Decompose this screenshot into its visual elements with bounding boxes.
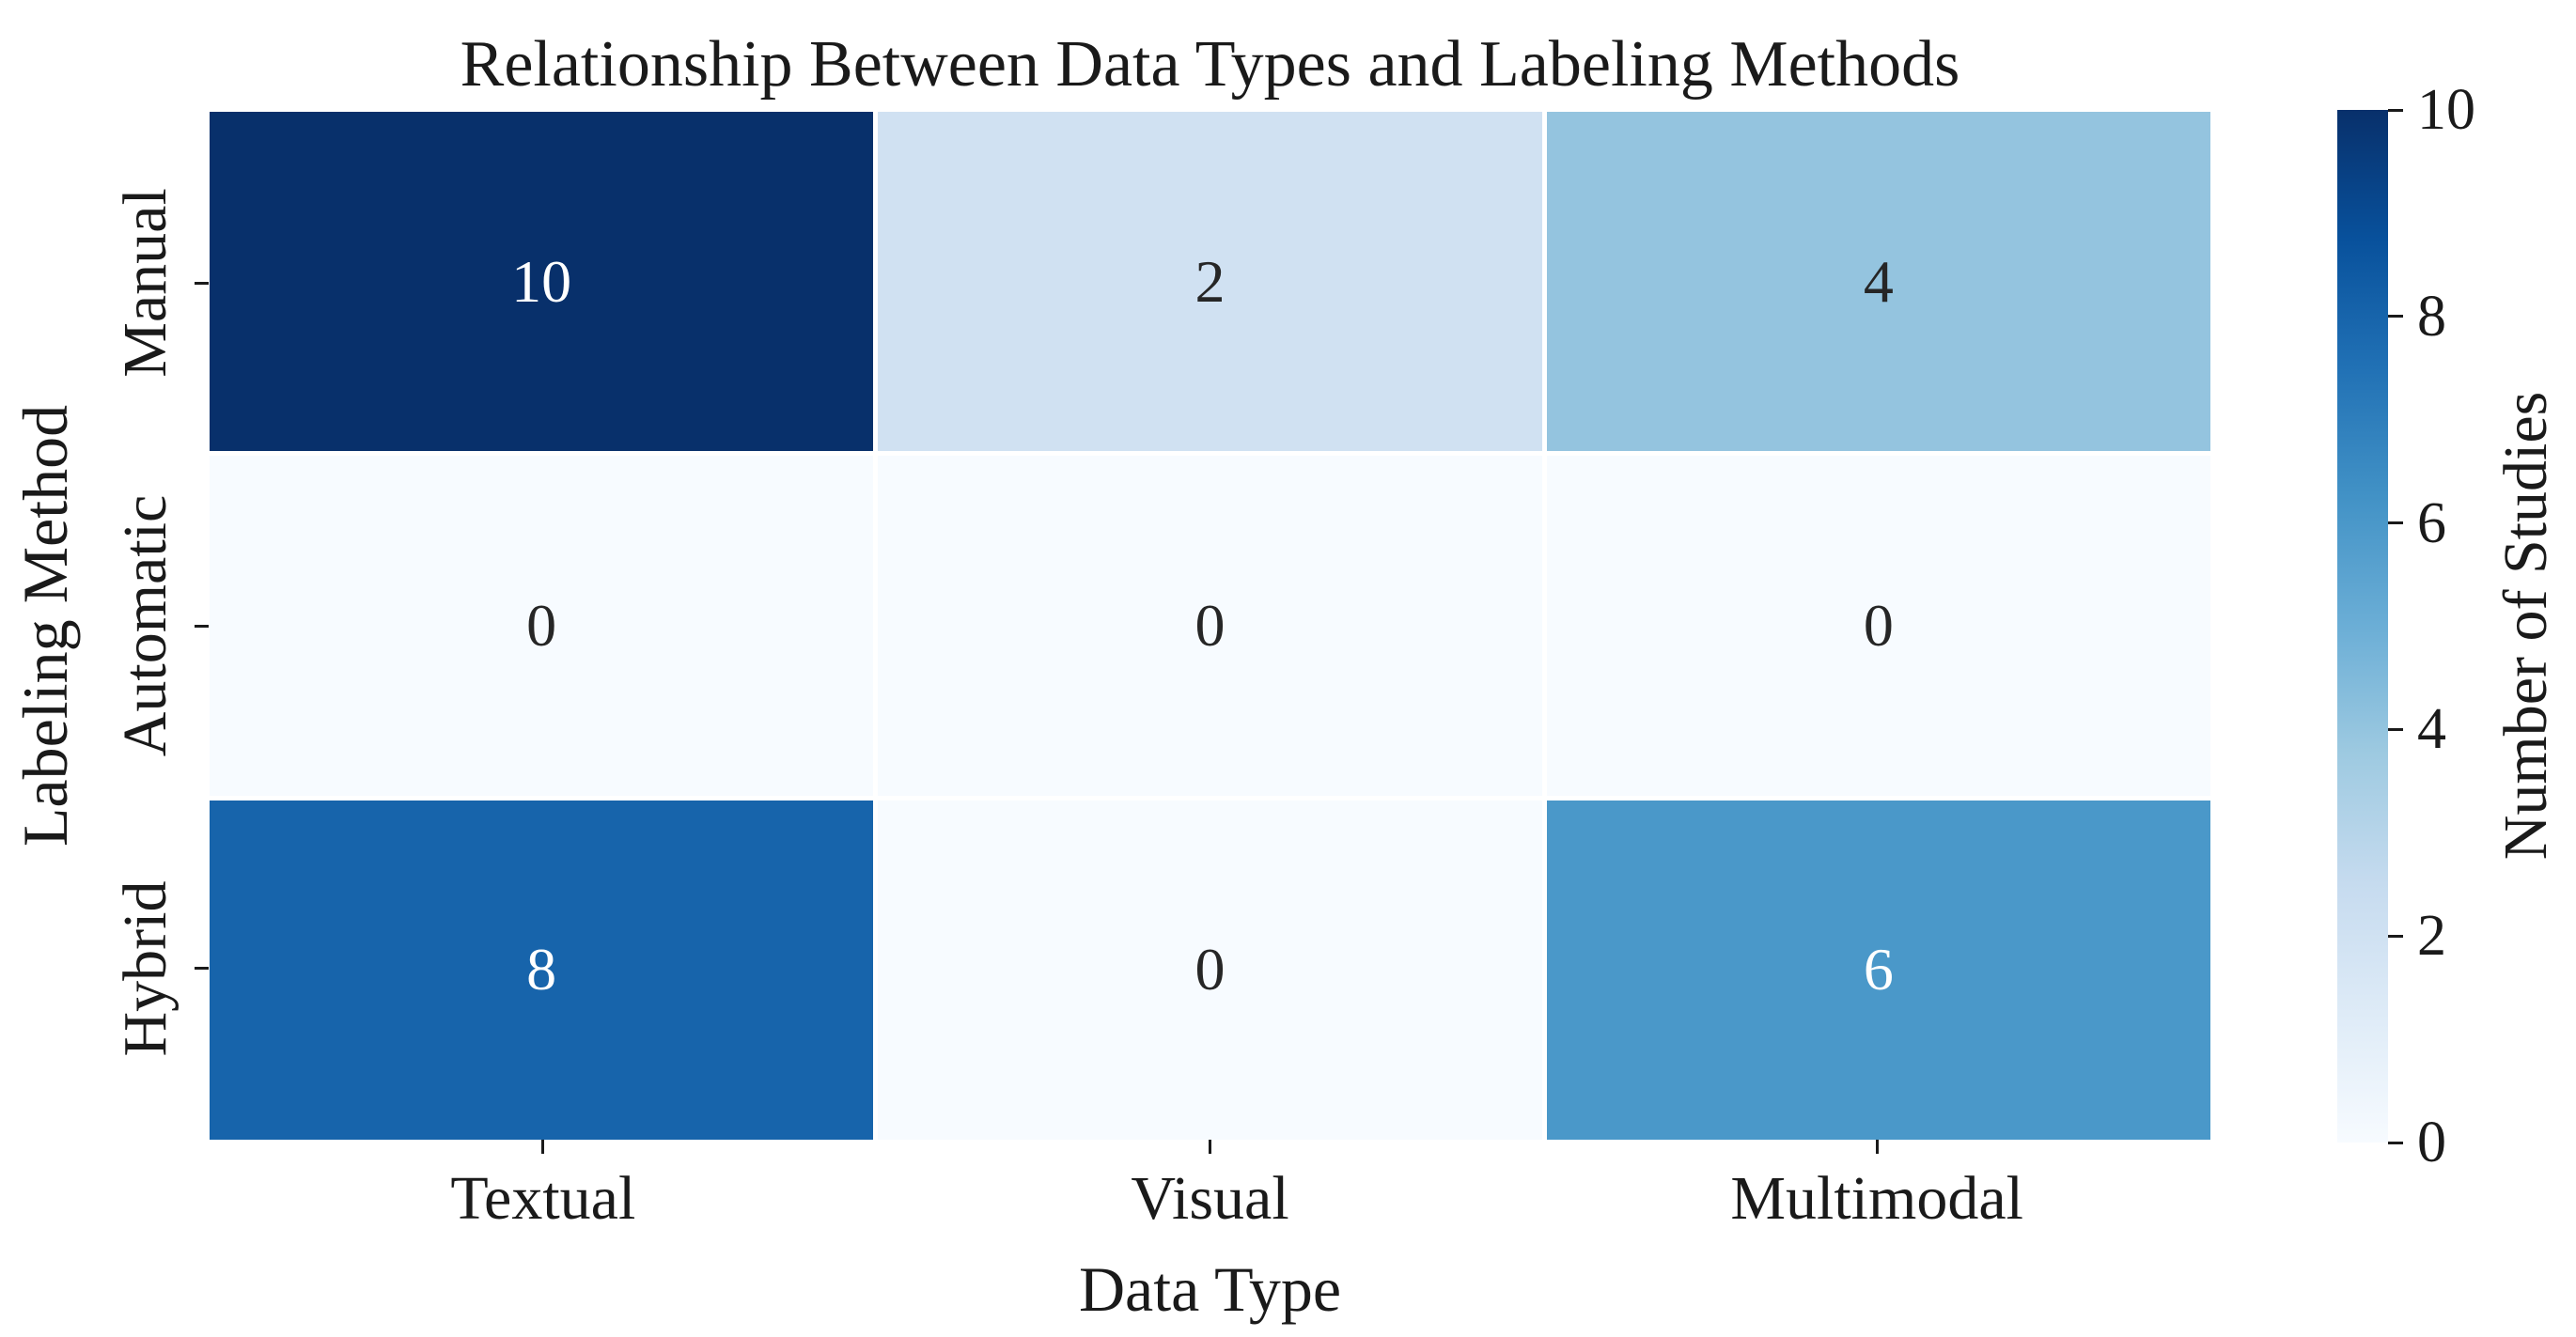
y-tick-mark xyxy=(195,967,209,971)
colorbar-tick-mark xyxy=(2388,1141,2403,1144)
heatmap-grid: 10 2 4 0 0 0 8 0 6 xyxy=(210,112,2210,1140)
x-tick-label-visual: Visual xyxy=(1131,1164,1289,1233)
heatmap-cell-automatic-textual: 0 xyxy=(210,456,874,796)
colorbar-tick-label-2: 2 xyxy=(2417,904,2446,969)
heatmap-cell-manual-textual: 10 xyxy=(210,112,874,452)
y-tick-mark xyxy=(195,281,209,285)
colorbar-tick-mark xyxy=(2388,315,2403,319)
colorbar-tick-mark xyxy=(2388,108,2403,112)
y-tick-label-manual: Manual xyxy=(111,188,180,379)
cell-value: 0 xyxy=(1194,591,1226,659)
chart-title: Relationship Between Data Types and Labe… xyxy=(460,28,1960,101)
cell-value: 2 xyxy=(1194,247,1226,315)
heatmap-cell-manual-visual: 2 xyxy=(878,112,1542,452)
heatmap-cell-hybrid-multimodal: 6 xyxy=(1546,800,2210,1140)
x-tick-mark xyxy=(1209,1140,1211,1154)
cell-value: 4 xyxy=(1863,247,1894,315)
x-tick-mark xyxy=(1875,1140,1879,1154)
x-tick-label-multimodal: Multimodal xyxy=(1730,1164,2023,1233)
y-tick-label-automatic: Automatic xyxy=(111,494,180,757)
y-tick-label-hybrid: Hybrid xyxy=(111,880,180,1057)
cell-value: 10 xyxy=(511,247,572,315)
heatmap-cell-manual-multimodal: 4 xyxy=(1546,112,2210,452)
colorbar-tick-label-8: 8 xyxy=(2417,284,2446,349)
heatmap-cell-hybrid-textual: 8 xyxy=(210,800,874,1140)
colorbar-tick-mark xyxy=(2388,521,2403,525)
heatmap-cell-automatic-visual: 0 xyxy=(878,456,1542,796)
x-tick-mark xyxy=(541,1140,545,1154)
colorbar-gradient xyxy=(2337,110,2388,1143)
heatmap-cell-hybrid-visual: 0 xyxy=(878,800,1542,1140)
cell-value: 8 xyxy=(526,936,557,1003)
x-tick-label-textual: Textual xyxy=(450,1164,636,1233)
heatmap-cell-automatic-multimodal: 0 xyxy=(1546,456,2210,796)
colorbar-tick-label-4: 4 xyxy=(2417,697,2446,762)
colorbar-label: Number of Studies xyxy=(2491,391,2560,861)
cell-value: 0 xyxy=(1194,936,1226,1003)
x-axis-label: Data Type xyxy=(1078,1253,1342,1325)
cell-value: 0 xyxy=(1863,591,1894,659)
y-tick-mark xyxy=(195,624,209,628)
colorbar-tick-label-10: 10 xyxy=(2417,78,2475,142)
colorbar-tick-mark xyxy=(2388,934,2403,938)
y-axis-label: Labeling Method xyxy=(9,404,81,847)
colorbar-tick-mark xyxy=(2388,727,2403,731)
colorbar-tick-label-0: 0 xyxy=(2417,1111,2446,1174)
colorbar-tick-label-6: 6 xyxy=(2417,490,2446,555)
cell-value: 6 xyxy=(1863,936,1894,1003)
cell-value: 0 xyxy=(526,591,557,659)
